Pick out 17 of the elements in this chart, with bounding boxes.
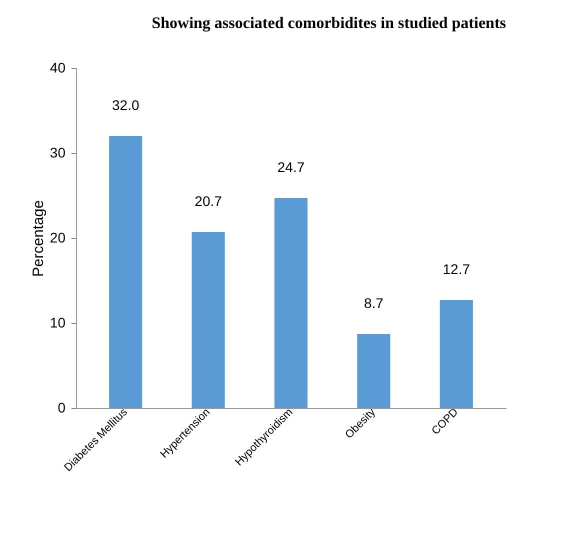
data-label: 12.7	[442, 261, 470, 278]
data-label: 20.7	[194, 193, 222, 210]
bar	[440, 300, 473, 408]
bar	[274, 198, 308, 408]
data-label: 8.7	[364, 295, 384, 312]
bar	[357, 334, 390, 408]
data-label: 32.0	[112, 97, 140, 113]
y-tick-label: 40	[50, 60, 66, 76]
y-tick-label: 10	[50, 314, 66, 330]
y-tick-label: 0	[58, 400, 66, 416]
y-tick-label: 20	[50, 230, 66, 246]
bar	[109, 136, 142, 408]
data-label: 24.7	[277, 159, 305, 176]
chart-title: Showing associated comorbidites in studied patients	[152, 15, 506, 32]
bar	[192, 232, 225, 408]
y-axis-title: Percentage	[30, 200, 47, 277]
y-tick-label: 30	[50, 144, 66, 160]
